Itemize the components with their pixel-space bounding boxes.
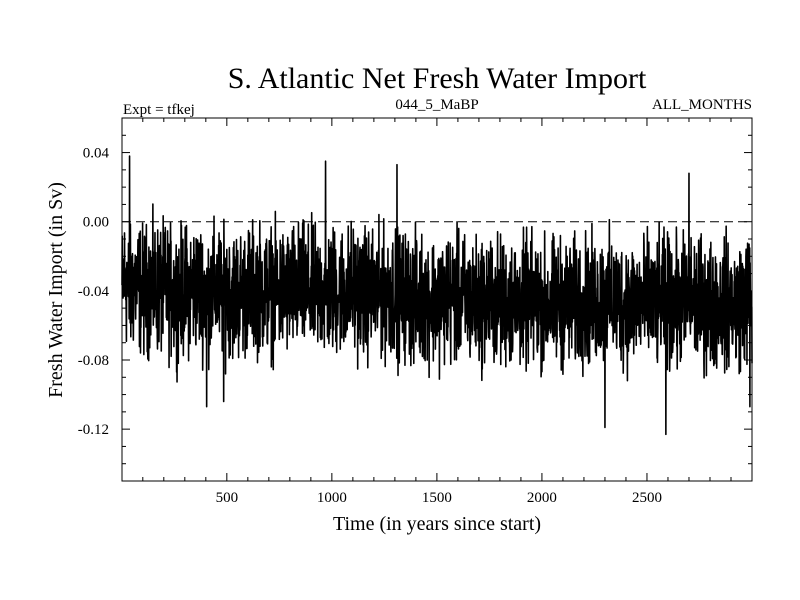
axes: 500 1000 1500 2000 2500 0.04 0.00 -0.04 -0.08 -0.…: [78, 117, 753, 506]
x-tick-label: 1500: [422, 490, 452, 506]
chart-subtitle-right: ALL_MONTHS: [652, 97, 752, 113]
data-series-line-1: [121, 155, 753, 436]
chart-title: S. Atlantic Net Fresh Water Import: [228, 62, 647, 95]
x-tick-label: 2500: [632, 490, 662, 506]
y-axis-label: Fresh Water Import (in Sv): [45, 182, 67, 398]
y-tick-label: -0.12: [78, 422, 109, 438]
x-tick-label: 2000: [527, 490, 557, 506]
plot-area: [121, 155, 753, 436]
y-tick-label: 0.00: [83, 215, 109, 231]
y-tick-label: 0.04: [83, 146, 110, 162]
x-tick-label: 1000: [317, 490, 347, 506]
chart-subtitle-left: Expt = tfkej: [123, 102, 195, 118]
chart-subtitle-center: 044_5_MaBP: [395, 97, 478, 113]
x-tick-label: 500: [216, 490, 239, 506]
y-tick-label: -0.04: [78, 284, 110, 300]
y-tick-label: -0.08: [78, 353, 109, 369]
x-axis-label: Time (in years since start): [333, 513, 541, 535]
